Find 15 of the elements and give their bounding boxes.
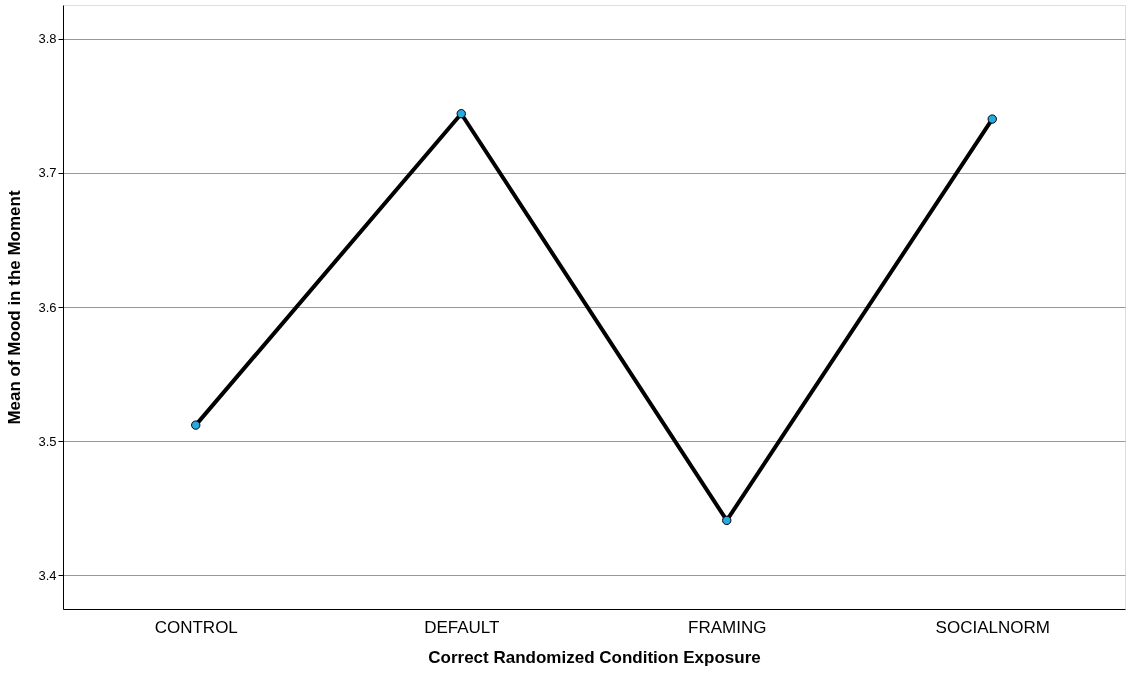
y-tick-label: 3.7: [38, 165, 57, 181]
y-tick-label: 3.4: [38, 567, 57, 583]
point: [191, 420, 201, 430]
x-tick-label: SOCIALNORM: [935, 617, 1050, 637]
point: [987, 114, 997, 124]
x-tick-label: DEFAULT: [424, 617, 500, 637]
x-tick-label: FRAMING: [688, 617, 767, 637]
y-tick-label: 3.6: [38, 299, 57, 315]
y-axis-title: Mean of Mood in the Moment: [5, 190, 25, 425]
point: [722, 515, 732, 526]
x-tick-label: CONTROL: [154, 617, 238, 637]
x-axis-title: Correct Randomized Condition Exposure: [428, 647, 761, 667]
y-tick-label: 3.8: [38, 31, 57, 47]
point: [456, 109, 466, 119]
y-tick-label: 3.5: [38, 433, 57, 449]
